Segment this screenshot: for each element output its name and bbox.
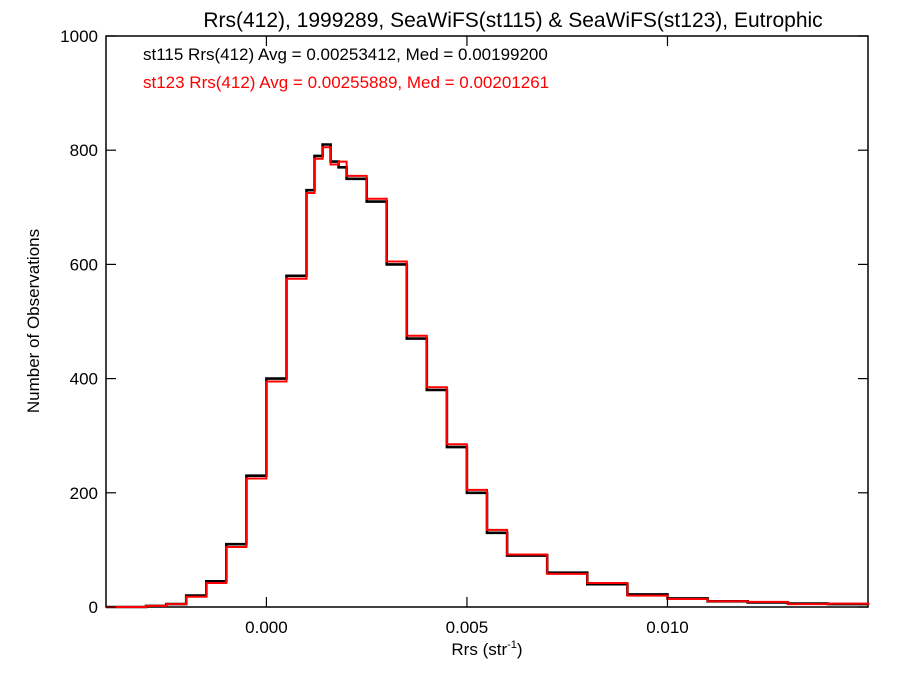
y-tick-label: 200 [70, 484, 98, 503]
chart-title: Rrs(412), 1999289, SeaWiFS(st115) & SeaW… [203, 9, 822, 32]
x-axis-label-superscript: -1 [507, 639, 517, 651]
x-tick-label: 0.010 [646, 618, 689, 637]
y-axis-label: Number of Observations [24, 229, 43, 413]
y-tick-label: 0 [89, 598, 98, 617]
x-axis-label-end: ) [517, 640, 523, 659]
series-layer [106, 143, 870, 609]
x-axis-label: Rrs (str-1) [451, 639, 522, 659]
x-axis-label-main: Rrs (str [451, 640, 507, 659]
series-line-1 [106, 143, 870, 609]
y-tick-label: 800 [70, 141, 98, 160]
y-tick-label: 1000 [60, 27, 98, 46]
x-tick-label: 0.000 [245, 618, 288, 637]
y-tick-label: 400 [70, 370, 98, 389]
series-line-2 [106, 146, 869, 608]
stats-annotation: st115 Rrs(412) Avg = 0.00253412, Med = 0… [143, 45, 548, 64]
ticks-layer: 0.000 0.005 0.010 0 200 400 600 800 1000 [60, 27, 868, 637]
stats-annotation: st123 Rrs(412) Avg = 0.00255889, Med = 0… [143, 73, 549, 92]
plot-frame [105, 35, 869, 608]
x-tick-label: 0.005 [446, 618, 489, 637]
annotation-layer: st115 Rrs(412) Avg = 0.00253412, Med = 0… [143, 45, 549, 92]
y-tick-label: 600 [70, 255, 98, 274]
